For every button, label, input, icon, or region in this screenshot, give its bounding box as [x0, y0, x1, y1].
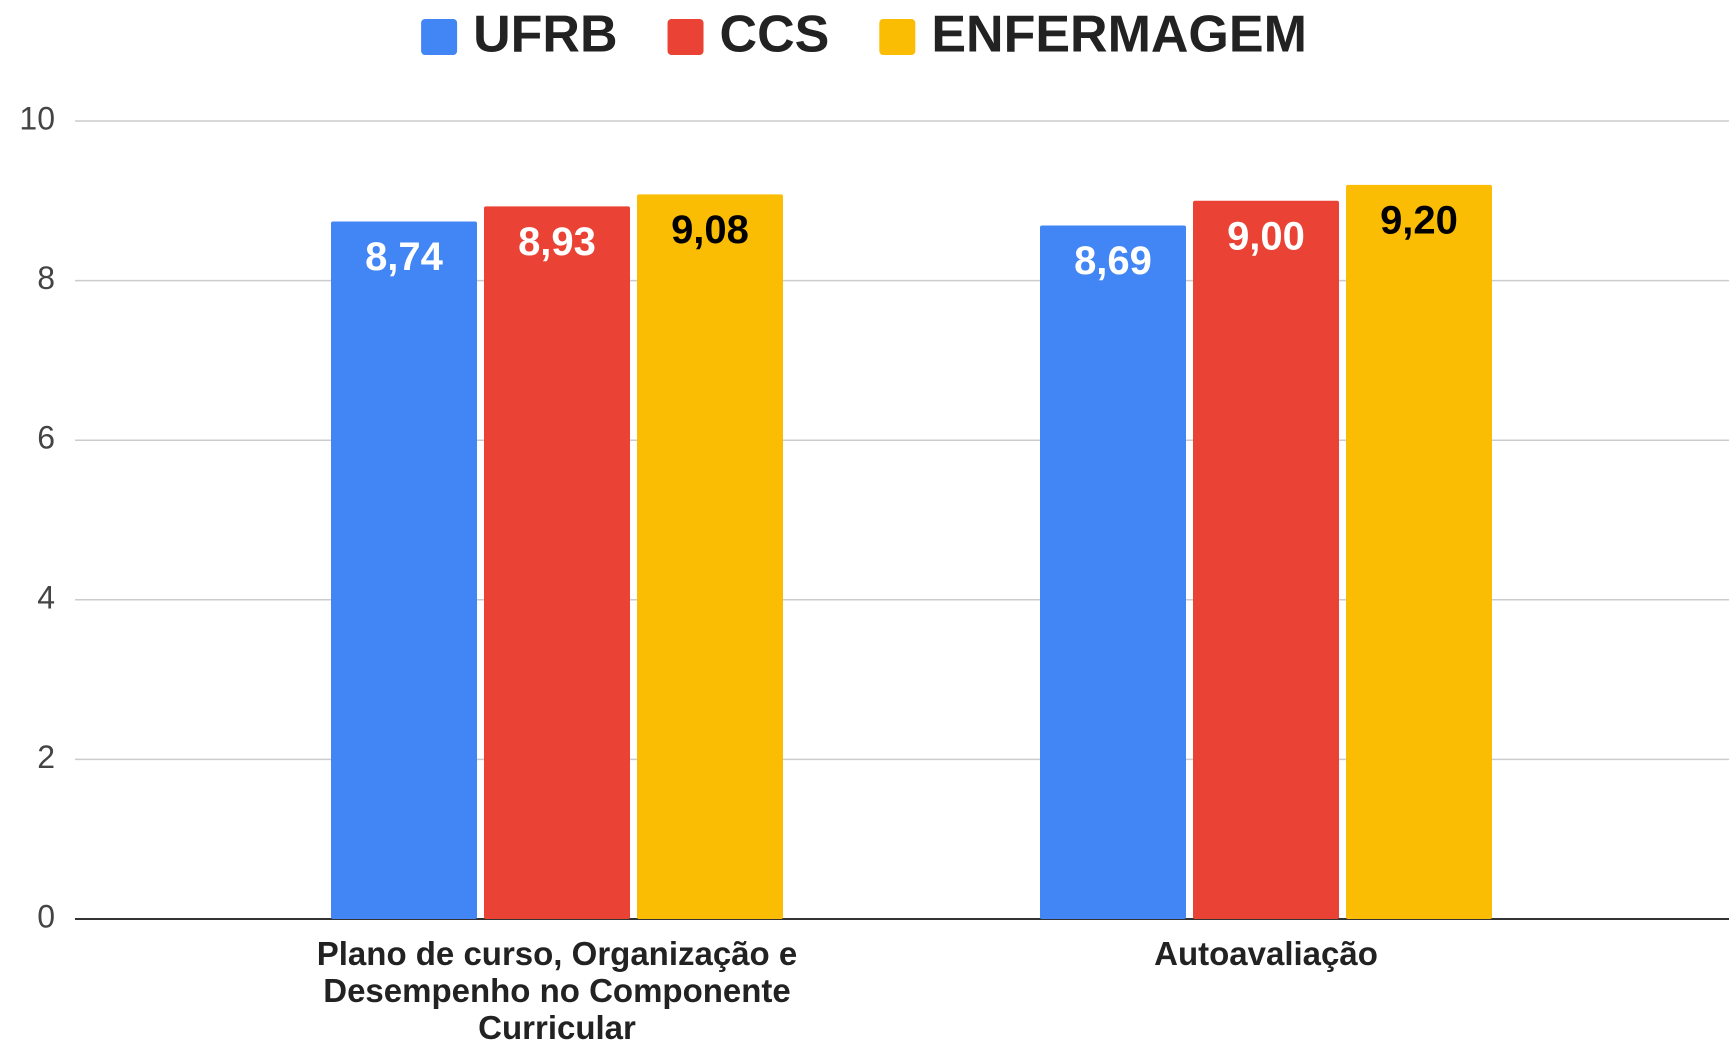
y-tick-label: 0 [37, 898, 55, 934]
y-tick-label: 4 [37, 579, 55, 615]
y-tick-label: 2 [37, 739, 55, 775]
y-tick-label: 10 [19, 100, 55, 136]
bar [1346, 184, 1492, 920]
y-tick-label: 6 [37, 420, 55, 456]
legend-label: UFRB [473, 6, 617, 64]
bar [484, 206, 630, 920]
bar [1193, 200, 1339, 920]
data-label: 8,93 [518, 220, 596, 264]
legend-label: CCS [720, 6, 830, 64]
legend-swatch [421, 19, 458, 55]
bar [637, 194, 783, 919]
y-tick-label: 8 [37, 260, 55, 296]
data-label: 9,20 [1380, 198, 1458, 242]
data-label: 8,69 [1074, 239, 1152, 283]
data-label: 9,00 [1227, 214, 1305, 258]
data-label: 8,74 [365, 235, 444, 279]
legend-label: ENFERMAGEM [931, 6, 1307, 64]
x-tick-label: Plano de curso, Organização e Desempenho… [316, 935, 798, 1046]
legend-swatch [879, 19, 916, 55]
legend-swatch [667, 19, 704, 55]
bar [1040, 225, 1186, 920]
x-tick-label: Autoavaliação [1154, 935, 1378, 972]
bar [331, 221, 477, 920]
data-label: 9,08 [671, 208, 749, 252]
